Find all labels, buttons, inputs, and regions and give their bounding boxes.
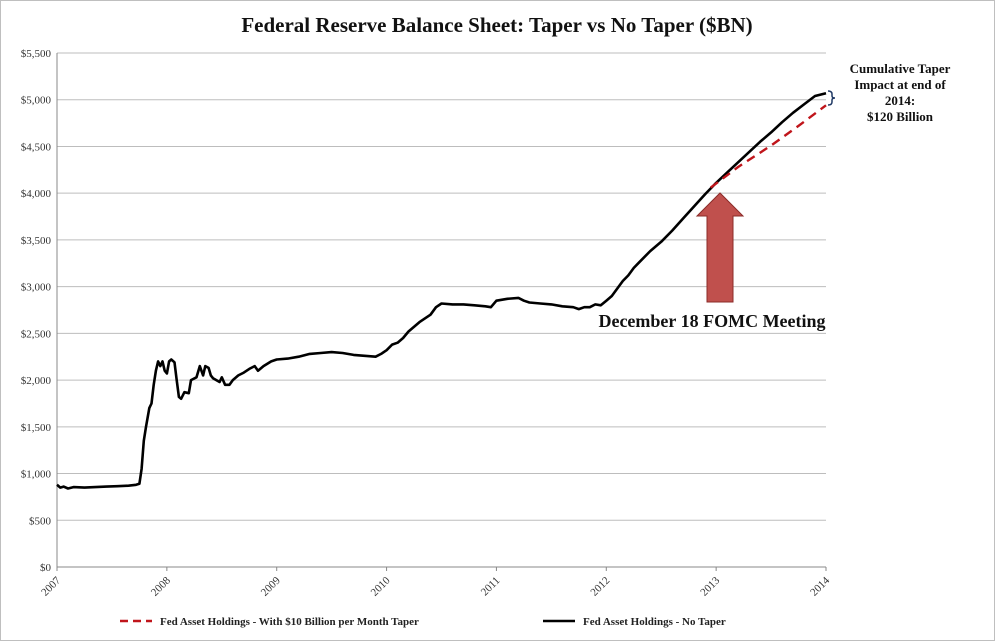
legend-label-taper: Fed Asset Holdings - With $10 Billion pe… [160, 616, 419, 628]
y-tick-label: $1,000 [21, 469, 52, 481]
x-axis: 2007 2008 2009 2010 2011 2012 2013 2014 [39, 567, 832, 599]
y-tick-label: $3,500 [21, 235, 52, 247]
impact-brace [827, 90, 836, 106]
y-tick-label: $2,500 [21, 328, 52, 340]
fomc-meeting-label: December 18 FOMC Meeting [598, 311, 825, 331]
x-tick-label: 2013 [698, 574, 722, 598]
legend: Fed Asset Holdings - With $10 Billion pe… [120, 616, 726, 628]
taper-impact-line-2: Impact at end of [854, 77, 946, 92]
chart-title: Federal Reserve Balance Sheet: Taper vs … [241, 13, 752, 37]
x-tick-label: 2014 [808, 574, 832, 598]
fomc-arrow [695, 192, 745, 303]
y-tick-label: $4,500 [21, 141, 52, 153]
x-tick-label: 2010 [369, 574, 393, 598]
taper-impact-annotation: Cumulative Taper Impact at end of 2014: … [850, 61, 951, 124]
x-tick-label: 2012 [588, 575, 612, 599]
series-line-taper [709, 104, 827, 189]
y-tick-label: $500 [29, 515, 52, 527]
x-tick-label: 2008 [149, 574, 173, 598]
x-tick-label: 2011 [479, 575, 503, 599]
taper-impact-line-4: $120 Billion [867, 109, 934, 124]
y-tick-label: $4,000 [21, 188, 52, 200]
y-tick-label: $5,000 [21, 95, 52, 107]
taper-impact-line-3: 2014: [885, 93, 915, 108]
y-tick-label: $5,500 [21, 48, 52, 60]
legend-label-no-taper: Fed Asset Holdings - No Taper [583, 616, 726, 628]
y-tick-label: $3,000 [21, 282, 52, 294]
y-tick-label: $2,000 [21, 375, 52, 387]
y-tick-label: $0 [40, 562, 52, 574]
taper-impact-line-1: Cumulative Taper [850, 61, 951, 76]
grid [56, 52, 826, 568]
y-tick-label: $1,500 [21, 422, 52, 434]
x-tick-label: 2007 [39, 574, 63, 598]
series-line-no-taper [56, 91, 827, 490]
x-tick-label: 2009 [259, 574, 283, 598]
plot-lines [56, 91, 827, 490]
y-axis: $0 $500 $1,000 $1,500 $2,000 $2,500 $3,000 $3,5… [21, 48, 52, 574]
